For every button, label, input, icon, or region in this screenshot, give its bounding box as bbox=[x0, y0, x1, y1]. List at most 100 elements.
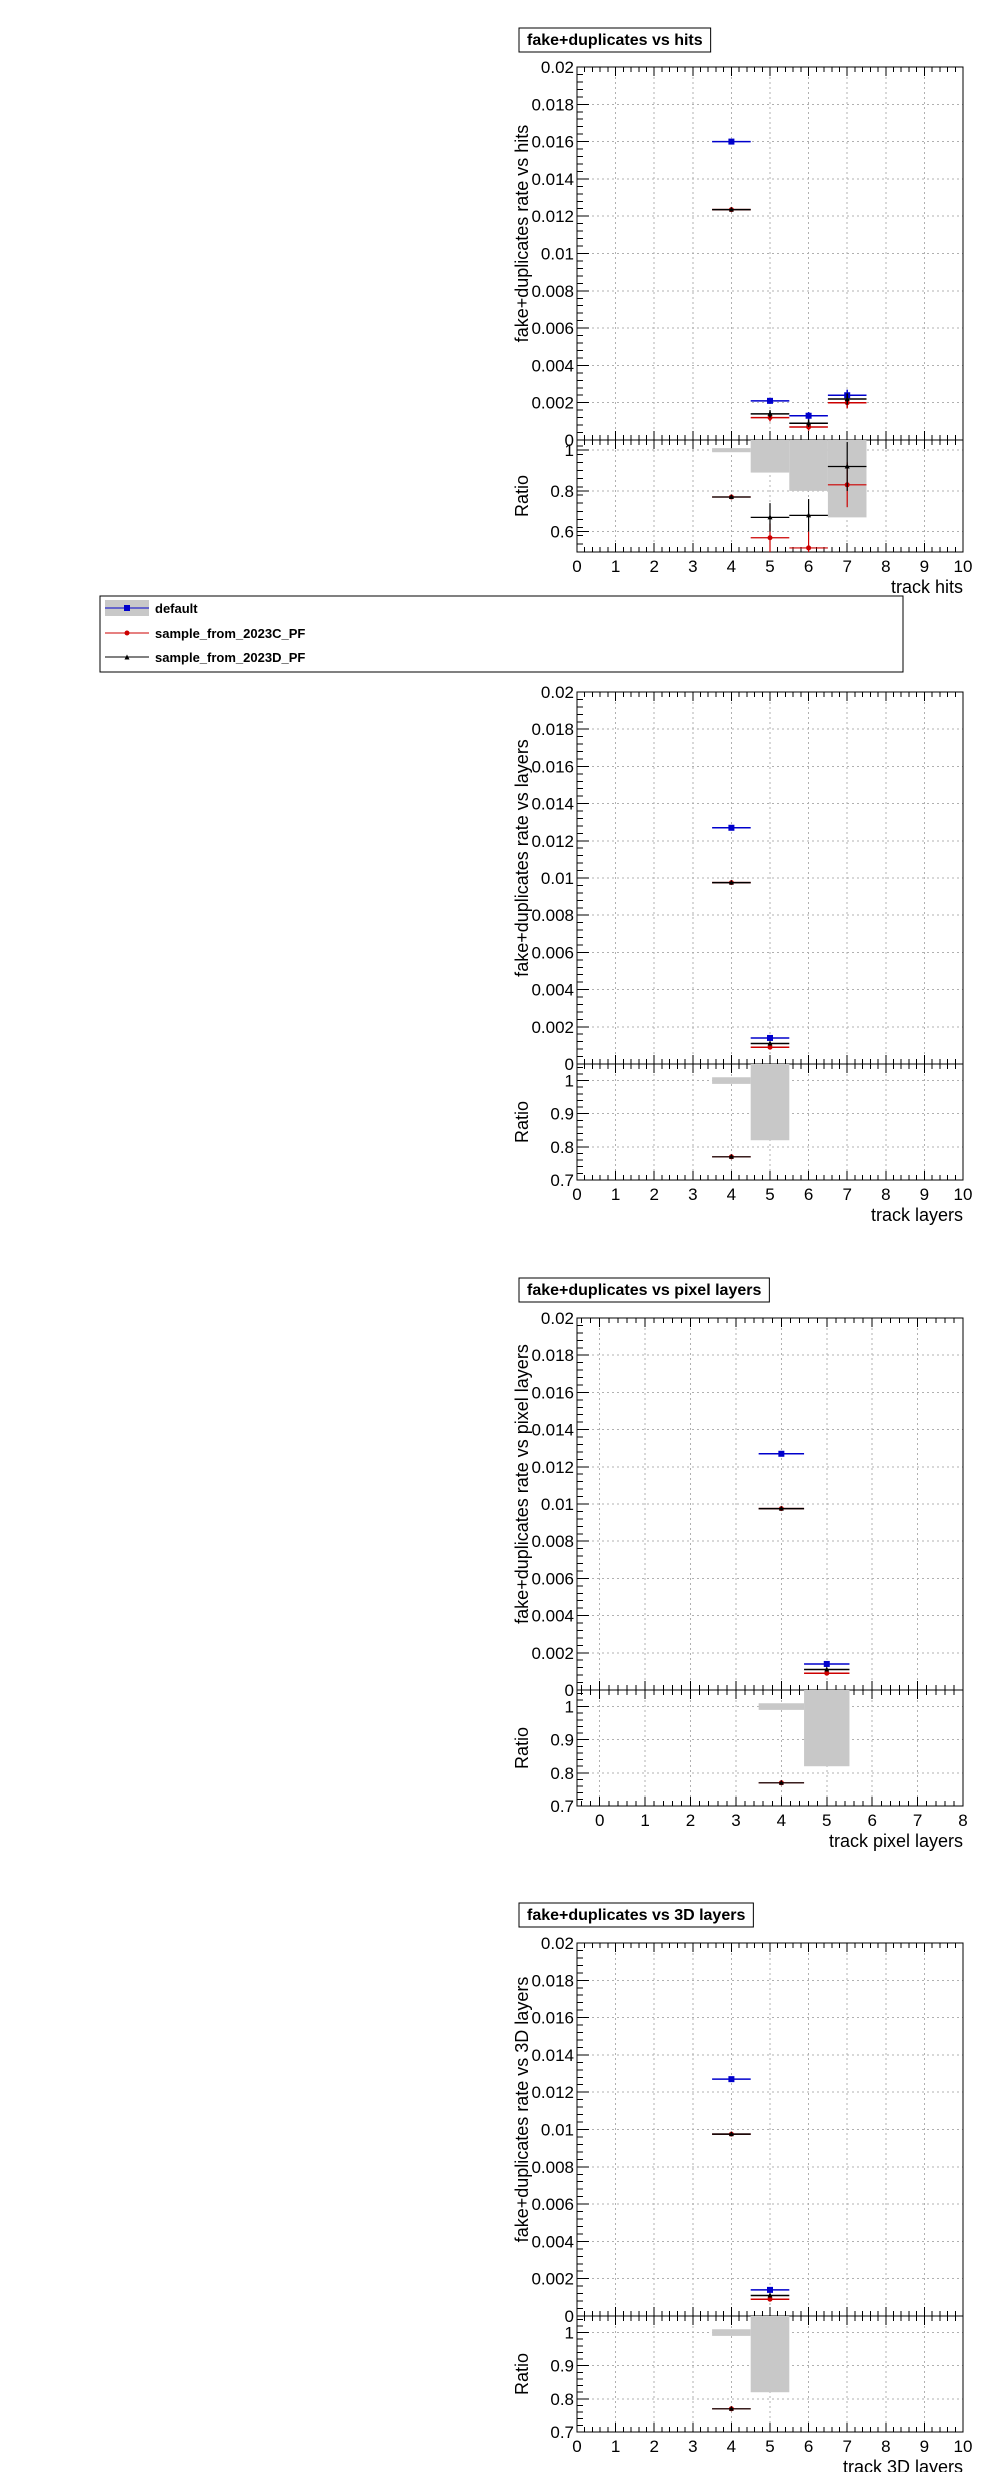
ratio-uncertainty-band bbox=[750, 440, 790, 473]
y-tick-label: 0.018 bbox=[531, 720, 574, 739]
ratio-y-tick-label: 0.8 bbox=[550, 1764, 574, 1783]
data-point-2023d bbox=[778, 1505, 784, 1511]
data-point-default bbox=[728, 824, 735, 831]
x-axis-label: track hits bbox=[891, 577, 963, 597]
x-tick-label: 2 bbox=[649, 1185, 658, 1204]
x-tick-label: 1 bbox=[611, 2437, 620, 2456]
ratio-series-2023d bbox=[758, 1779, 805, 1785]
y-tick-label: 0.02 bbox=[541, 1309, 574, 1328]
ratio-series-2023d bbox=[712, 2405, 751, 2411]
x-axis-label: track layers bbox=[871, 1205, 963, 1225]
x-tick-label: 1 bbox=[640, 1811, 649, 1830]
data-point-2023d bbox=[728, 2131, 734, 2137]
chart-title-box bbox=[518, 27, 712, 53]
x-tick-label: 9 bbox=[920, 2437, 929, 2456]
y-tick-label: 0.004 bbox=[531, 1607, 574, 1626]
y-tick-label: 0.006 bbox=[531, 2195, 574, 2214]
data-point-2023d bbox=[728, 879, 734, 885]
x-tick-label: 9 bbox=[920, 557, 929, 576]
x-tick-label: 0 bbox=[572, 1185, 581, 1204]
ratio-uncertainty-band bbox=[712, 2329, 751, 2336]
data-point-2023d bbox=[824, 1666, 830, 1672]
y-tick-label: 0.012 bbox=[531, 207, 574, 226]
x-tick-label: 4 bbox=[727, 1185, 736, 1204]
x-tick-label: 5 bbox=[822, 1811, 831, 1830]
data-point-default bbox=[823, 1660, 830, 1667]
y-tick-label: 0.01 bbox=[541, 869, 574, 888]
y-tick-label: 0.018 bbox=[531, 95, 574, 114]
x-tick-label: 5 bbox=[765, 1185, 774, 1204]
y-tick-label: 0.008 bbox=[531, 906, 574, 925]
ratio-axis-label: Ratio bbox=[512, 2353, 532, 2395]
x-tick-label: 6 bbox=[867, 1811, 876, 1830]
x-tick-label: 0 bbox=[572, 2437, 581, 2456]
data-point-2023d bbox=[767, 1040, 773, 1046]
data-point-default bbox=[805, 412, 812, 419]
series-2023d bbox=[758, 1505, 850, 1672]
series-default bbox=[758, 1450, 850, 1667]
series-2023d bbox=[712, 2131, 790, 2298]
y-tick-label: 0.006 bbox=[531, 1569, 574, 1588]
ratio-point-2023d bbox=[728, 1153, 734, 1159]
ratio-y-tick-label: 0.8 bbox=[550, 2390, 574, 2409]
series-default bbox=[712, 824, 790, 1041]
x-axis-label: track 3D layers bbox=[843, 2457, 963, 2472]
ratio-uncertainty-band bbox=[750, 1064, 790, 1141]
chart-title: fake+duplicates vs pixel layers bbox=[527, 1282, 761, 1299]
ratio-y-tick-label: 0.6 bbox=[550, 523, 574, 542]
x-tick-label: 6 bbox=[804, 2437, 813, 2456]
y-axis-label: fake+duplicates rate vs pixel layers bbox=[512, 1344, 532, 1624]
ratio-uncertainty-band bbox=[789, 440, 828, 491]
y-tick-label: 0.004 bbox=[531, 356, 574, 375]
x-tick-label: 2 bbox=[686, 1811, 695, 1830]
y-tick-label: 0.002 bbox=[531, 394, 574, 413]
x-tick-label: 1 bbox=[611, 557, 620, 576]
x-tick-label: 7 bbox=[842, 1185, 851, 1204]
data-point-default bbox=[767, 1034, 773, 1041]
y-tick-label: 0.016 bbox=[531, 133, 574, 152]
y-tick-label: 0.018 bbox=[531, 1346, 574, 1365]
ratio-uncertainty-band bbox=[758, 1703, 805, 1710]
y-axis-label: fake+duplicates rate vs 3D layers bbox=[512, 1977, 532, 2243]
x-tick-label: 2 bbox=[649, 557, 658, 576]
y-tick-label: 0.008 bbox=[531, 282, 574, 301]
x-tick-label: 2 bbox=[649, 2437, 658, 2456]
x-tick-label: 3 bbox=[688, 1185, 697, 1204]
y-tick-label: 0.01 bbox=[541, 245, 574, 264]
series-default bbox=[712, 138, 867, 420]
y-tick-label: 0.02 bbox=[541, 58, 574, 77]
ratio-series-2023d bbox=[712, 442, 867, 532]
y-tick-label: 0.014 bbox=[531, 170, 574, 189]
ratio-uncertainty-band bbox=[712, 448, 751, 453]
legend: default sample_from_2023C_PF sample_from… bbox=[99, 595, 904, 673]
legend-label-2023c: sample_from_2023C_PF bbox=[155, 626, 305, 641]
ratio-y-tick-label: 1 bbox=[565, 1698, 574, 1717]
x-tick-label: 7 bbox=[842, 2437, 851, 2456]
legend-frame bbox=[99, 595, 904, 673]
legend-label-default: default bbox=[155, 601, 198, 616]
x-tick-label: 7 bbox=[842, 557, 851, 576]
ratio-point-2023d bbox=[728, 2405, 734, 2411]
ratio-y-tick-label: 0.8 bbox=[550, 1138, 574, 1157]
y-tick-label: 0.002 bbox=[531, 2270, 574, 2289]
series-2023d bbox=[712, 206, 867, 427]
ratio-y-tick-label: 0.8 bbox=[550, 482, 574, 501]
ratio-axis-label: Ratio bbox=[512, 475, 532, 517]
chart-title: fake+duplicates vs 3D layers bbox=[527, 1907, 745, 1924]
chart-title-box bbox=[518, 1902, 754, 1928]
legend-marker-circle bbox=[124, 630, 130, 636]
x-tick-label: 6 bbox=[804, 557, 813, 576]
series-2023d bbox=[712, 879, 790, 1046]
x-tick-label: 1 bbox=[611, 1185, 620, 1204]
y-tick-label: 0.004 bbox=[531, 981, 574, 1000]
y-tick-label: 0.018 bbox=[531, 1971, 574, 1990]
y-tick-label: 0.006 bbox=[531, 943, 574, 962]
x-tick-label: 4 bbox=[727, 557, 736, 576]
ratio-series-2023d bbox=[712, 1153, 751, 1159]
y-tick-label: 0.014 bbox=[531, 1421, 574, 1440]
